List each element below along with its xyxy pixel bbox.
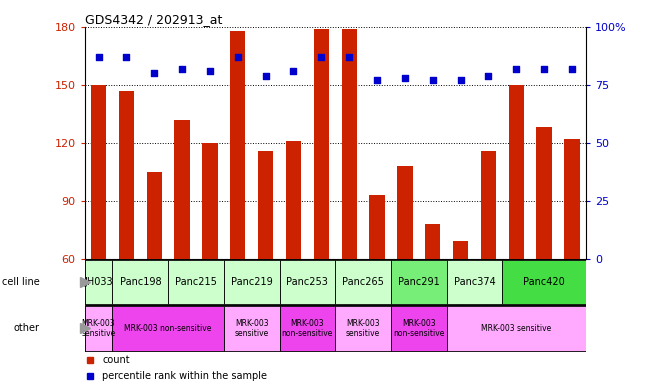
Bar	[391, 260, 447, 304]
Point	[567, 66, 577, 72]
Text: Panc374: Panc374	[454, 277, 495, 287]
Bar	[503, 260, 586, 304]
Point	[121, 54, 132, 60]
Bar	[113, 306, 224, 351]
Bar	[91, 85, 106, 259]
Text: count: count	[102, 355, 130, 365]
Text: MRK-003
sensitive: MRK-003 sensitive	[346, 319, 380, 338]
Bar	[224, 260, 279, 304]
Point	[288, 68, 299, 74]
Bar	[335, 260, 391, 304]
Text: other: other	[14, 323, 40, 333]
Bar	[224, 306, 279, 351]
Bar	[286, 141, 301, 259]
Point	[539, 66, 549, 72]
Text: cell line: cell line	[2, 277, 40, 287]
Bar	[258, 151, 273, 259]
Point	[400, 75, 410, 81]
Text: GDS4342 / 202913_at: GDS4342 / 202913_at	[85, 13, 222, 26]
Bar	[174, 120, 189, 259]
Point	[428, 77, 438, 83]
Point	[232, 54, 243, 60]
Bar	[425, 224, 440, 259]
Text: MRK-003 sensitive: MRK-003 sensitive	[481, 324, 551, 333]
Text: Panc198: Panc198	[120, 277, 161, 287]
Bar	[279, 260, 335, 304]
Text: MRK-003
sensitive: MRK-003 sensitive	[234, 319, 269, 338]
Bar	[85, 260, 113, 304]
Bar	[564, 139, 579, 259]
Text: Panc219: Panc219	[231, 277, 273, 287]
Text: Panc215: Panc215	[175, 277, 217, 287]
Text: Panc253: Panc253	[286, 277, 328, 287]
Point	[177, 66, 187, 72]
Point	[483, 73, 493, 79]
Point	[456, 77, 466, 83]
Text: MRK-003
sensitive: MRK-003 sensitive	[81, 319, 116, 338]
Text: percentile rank within the sample: percentile rank within the sample	[102, 371, 267, 381]
Bar	[168, 260, 224, 304]
Bar	[85, 306, 113, 351]
Bar	[279, 306, 335, 351]
Bar	[113, 260, 168, 304]
Bar	[230, 31, 245, 259]
Bar	[314, 29, 329, 259]
Point	[372, 77, 382, 83]
Text: Panc265: Panc265	[342, 277, 384, 287]
Text: Panc420: Panc420	[523, 277, 565, 287]
Bar	[447, 260, 503, 304]
Text: JH033: JH033	[84, 277, 113, 287]
Bar	[202, 143, 217, 259]
Bar	[335, 306, 391, 351]
Bar	[118, 91, 134, 259]
Text: MRK-003
non-sensitive: MRK-003 non-sensitive	[282, 319, 333, 338]
Bar	[146, 172, 162, 259]
Bar	[397, 166, 413, 259]
Point	[344, 54, 354, 60]
Point	[204, 68, 215, 74]
Bar	[391, 306, 447, 351]
Text: Panc291: Panc291	[398, 277, 439, 287]
Bar	[508, 85, 524, 259]
Point	[316, 54, 327, 60]
Bar	[342, 29, 357, 259]
Bar	[447, 306, 586, 351]
Point	[149, 70, 159, 76]
Bar	[453, 242, 468, 259]
Bar	[536, 127, 552, 259]
Text: MRK-003
non-sensitive: MRK-003 non-sensitive	[393, 319, 445, 338]
Bar	[481, 151, 496, 259]
Text: MRK-003 non-sensitive: MRK-003 non-sensitive	[124, 324, 212, 333]
Point	[93, 54, 104, 60]
Point	[511, 66, 521, 72]
Bar	[369, 195, 385, 259]
Point	[260, 73, 271, 79]
